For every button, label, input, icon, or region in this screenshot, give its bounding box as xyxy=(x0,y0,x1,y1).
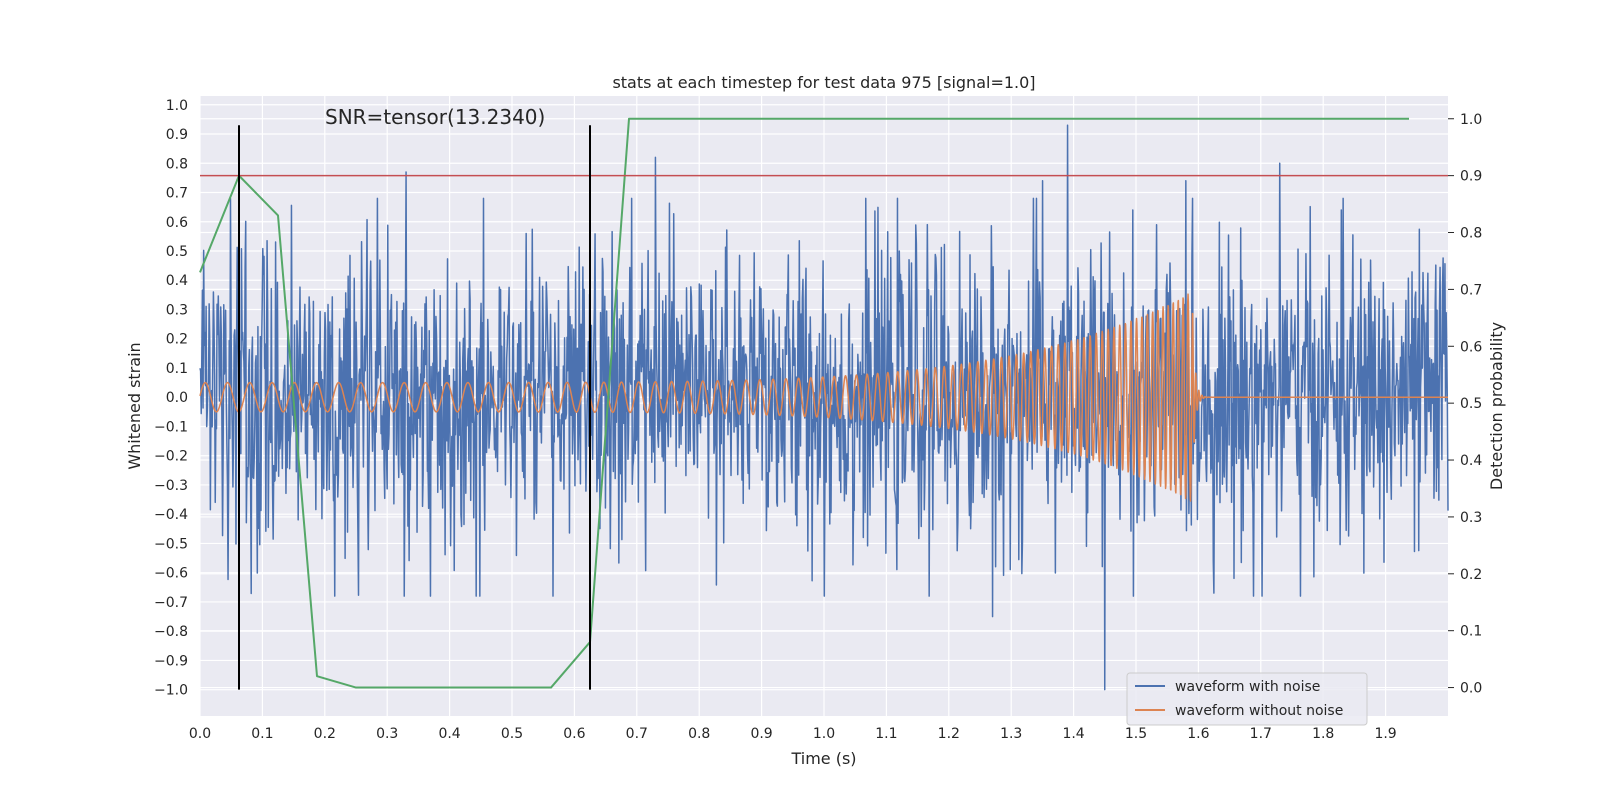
y-tick-label: 0.8 xyxy=(166,156,188,172)
detection-probability-line xyxy=(199,117,1409,689)
y-tick-label: 0.9 xyxy=(166,127,188,143)
chart-title: stats at each timestep for test data 975… xyxy=(612,73,1035,92)
x-tick-label: 1.7 xyxy=(1250,726,1272,742)
x-tick-label: 1.9 xyxy=(1374,726,1396,742)
waveform-without-noise-line xyxy=(199,293,1449,502)
y-tick-label: 0.4 xyxy=(166,273,188,289)
y-tick-label: 0.0 xyxy=(166,390,188,406)
x-tick-label: 0.0 xyxy=(189,726,211,742)
reference-lines xyxy=(200,125,1448,690)
legend-label-clean: waveform without noise xyxy=(1175,703,1343,719)
y-tick-label: −1.0 xyxy=(154,683,188,699)
y2-axis-label: Detection probability xyxy=(1487,322,1506,490)
x-tick-label: 1.4 xyxy=(1062,726,1084,742)
x-axis-label: Time (s) xyxy=(790,749,856,768)
waveform-with-noise-line xyxy=(199,124,1449,691)
x-tick-label: 1.0 xyxy=(813,726,835,742)
legend: waveform with noise waveform without noi… xyxy=(1126,672,1368,726)
y2-tick-label: 0.8 xyxy=(1460,226,1482,242)
y-tick-label: 0.6 xyxy=(166,215,188,231)
y-tick-label: −0.4 xyxy=(154,507,188,523)
y2-tick-label: 0.4 xyxy=(1460,453,1482,469)
x-tick-label: 1.5 xyxy=(1125,726,1147,742)
x-tick-label: 1.8 xyxy=(1312,726,1334,742)
snr-annotation: SNR=tensor(13.2340) xyxy=(325,105,545,129)
y-tick-label: −0.9 xyxy=(154,653,188,669)
legend-box xyxy=(1126,672,1368,726)
x-tick-label: 0.2 xyxy=(314,726,336,742)
x-axis: 0.0 0.1 0.2 0.3 0.4 0.5 0.6 0.7 0.8 0.9 1.0 1.1 1.2 1… xyxy=(189,726,1397,742)
x-tick-label: 1.6 xyxy=(1187,726,1209,742)
x-tick-label: 0.8 xyxy=(688,726,710,742)
y-tick-label: 0.3 xyxy=(166,302,188,318)
y-tick-label: −0.5 xyxy=(154,536,188,552)
x-tick-label: 1.1 xyxy=(875,726,897,742)
y-tick-label: −0.8 xyxy=(154,624,188,640)
x-tick-label: 0.5 xyxy=(501,726,523,742)
series-layer xyxy=(199,117,1449,691)
y2-tick-label: 0.1 xyxy=(1460,624,1482,640)
x-tick-label: 1.3 xyxy=(1000,726,1022,742)
y-tick-label: −0.1 xyxy=(154,419,188,435)
y-tick-label: −0.6 xyxy=(154,566,188,582)
x-tick-label: 0.6 xyxy=(563,726,585,742)
y2-tick-label: 0.9 xyxy=(1460,169,1482,185)
y-tick-label: 1.0 xyxy=(166,98,188,114)
y-tick-label: 0.2 xyxy=(166,332,188,348)
x-tick-label: 0.3 xyxy=(376,726,398,742)
y2-tick-label: 0.7 xyxy=(1460,282,1482,298)
y2-tick-label: 0.5 xyxy=(1460,396,1482,412)
y2-tick-label: 0.6 xyxy=(1460,339,1482,355)
y-tick-label: 0.1 xyxy=(166,361,188,377)
y-tick-label: 0.5 xyxy=(166,244,188,260)
y2-tick-label: 0.2 xyxy=(1460,567,1482,583)
y-tick-label: −0.3 xyxy=(154,478,188,494)
y-tick-label: 0.7 xyxy=(166,186,188,202)
y-axis-left: −1.0 −0.9 −0.8 −0.7 −0.6 −0.5 −0.4 −0.3 −0.2 −0.1… xyxy=(154,98,188,699)
x-tick-label: 0.7 xyxy=(626,726,648,742)
x-tick-label: 0.1 xyxy=(251,726,273,742)
x-tick-label: 0.4 xyxy=(438,726,460,742)
y-tick-label: −0.2 xyxy=(154,449,188,465)
x-tick-label: 0.9 xyxy=(750,726,772,742)
y-axis-label: Whitened strain xyxy=(125,342,144,469)
x-tick-label: 1.2 xyxy=(938,726,960,742)
y2-tick-label: 0.0 xyxy=(1460,681,1482,697)
legend-label-noisy: waveform with noise xyxy=(1175,679,1320,695)
y-tick-label: −0.7 xyxy=(154,595,188,611)
y2-tick-label: 0.3 xyxy=(1460,510,1482,526)
y2-tick-label: 1.0 xyxy=(1460,112,1482,128)
y-axis-right: 0.0 0.1 0.2 0.3 0.4 0.5 0.6 0.7 0.8 0.9 1.0 xyxy=(1448,112,1482,697)
